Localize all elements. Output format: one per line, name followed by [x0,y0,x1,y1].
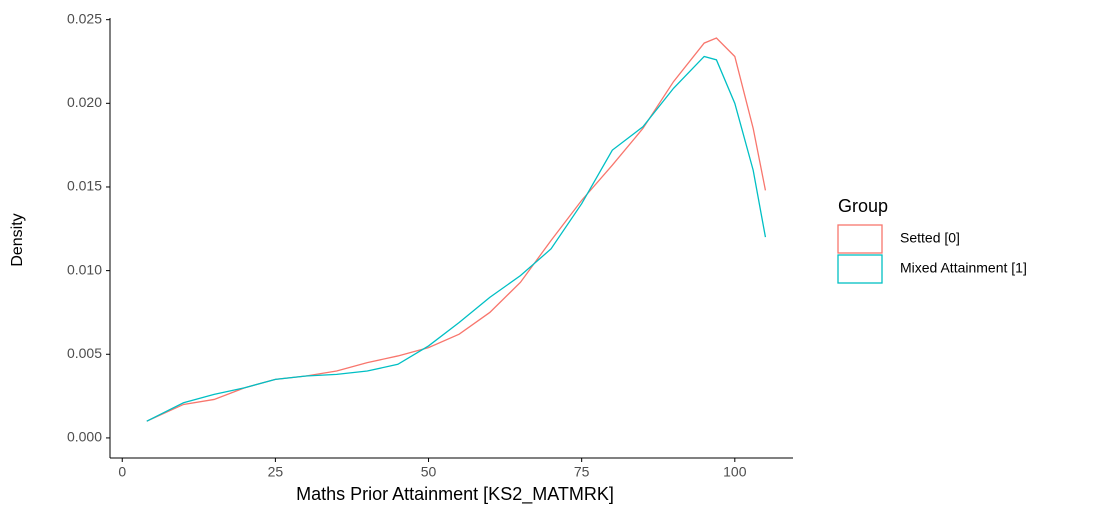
x-tick-label: 100 [723,464,747,480]
legend-key [837,224,883,254]
x-tick-label: 50 [421,464,437,480]
y-tick-label: 0.015 [67,178,102,194]
legend-key [837,254,883,284]
y-tick-label: 0.020 [67,94,102,110]
x-tick-label: 0 [118,464,126,480]
density-line [146,55,767,422]
y-tick-label: 0.000 [67,429,102,445]
legend-title: Group [838,196,888,216]
legend-label: Setted [0] [900,230,960,246]
y-tick-label: 0.025 [67,10,102,26]
legend-label: Mixed Attainment [1] [900,260,1027,276]
y-axis-title: Density [9,213,26,266]
density-line [146,37,767,422]
x-tick-label: 75 [574,464,590,480]
x-tick-label: 25 [268,464,284,480]
y-tick-label: 0.010 [67,261,102,277]
x-axis-title: Maths Prior Attainment [KS2_MATMRK] [296,484,614,505]
y-tick-label: 0.005 [67,345,102,361]
